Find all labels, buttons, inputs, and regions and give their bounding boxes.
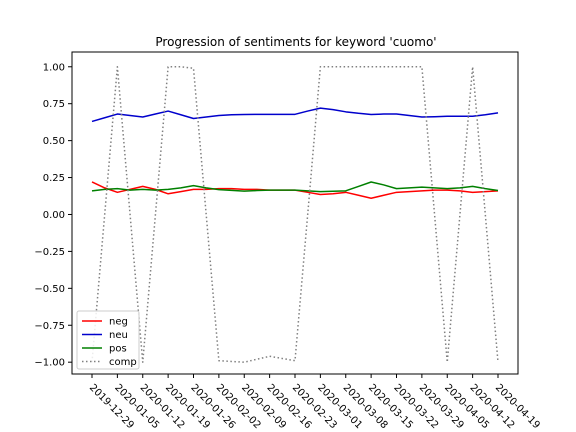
y-tick-label: −0.50 <box>34 284 65 295</box>
series-line-pos <box>91 181 499 193</box>
y-tick-label: 0.00 <box>43 210 65 221</box>
plot-area <box>91 66 499 363</box>
y-axis: 1.00 0.75 0.50 0.25 0.00 −0.25 −0.50 −0.75 −1.00 <box>34 62 72 369</box>
y-tick-label: −0.75 <box>34 321 65 332</box>
y-tick-label: −1.00 <box>34 358 65 369</box>
chart-title: Progression of sentiments for keyword 'c… <box>155 35 436 49</box>
y-tick-label: −0.25 <box>34 247 65 258</box>
legend-box <box>76 310 140 370</box>
legend-label-neg: neg <box>109 317 128 328</box>
legend-label-pos: pos <box>109 344 127 355</box>
y-tick-label: 0.75 <box>43 99 65 110</box>
series-line-comp <box>91 66 499 363</box>
legend: neg neu pos comp <box>76 310 140 370</box>
y-tick-label: 0.50 <box>43 136 65 147</box>
series-line-neu <box>91 107 499 123</box>
y-tick-label: 1.00 <box>43 62 65 73</box>
y-tick-label: 0.25 <box>43 173 65 184</box>
legend-label-comp: comp <box>109 357 137 368</box>
legend-label-neu: neu <box>109 330 128 341</box>
